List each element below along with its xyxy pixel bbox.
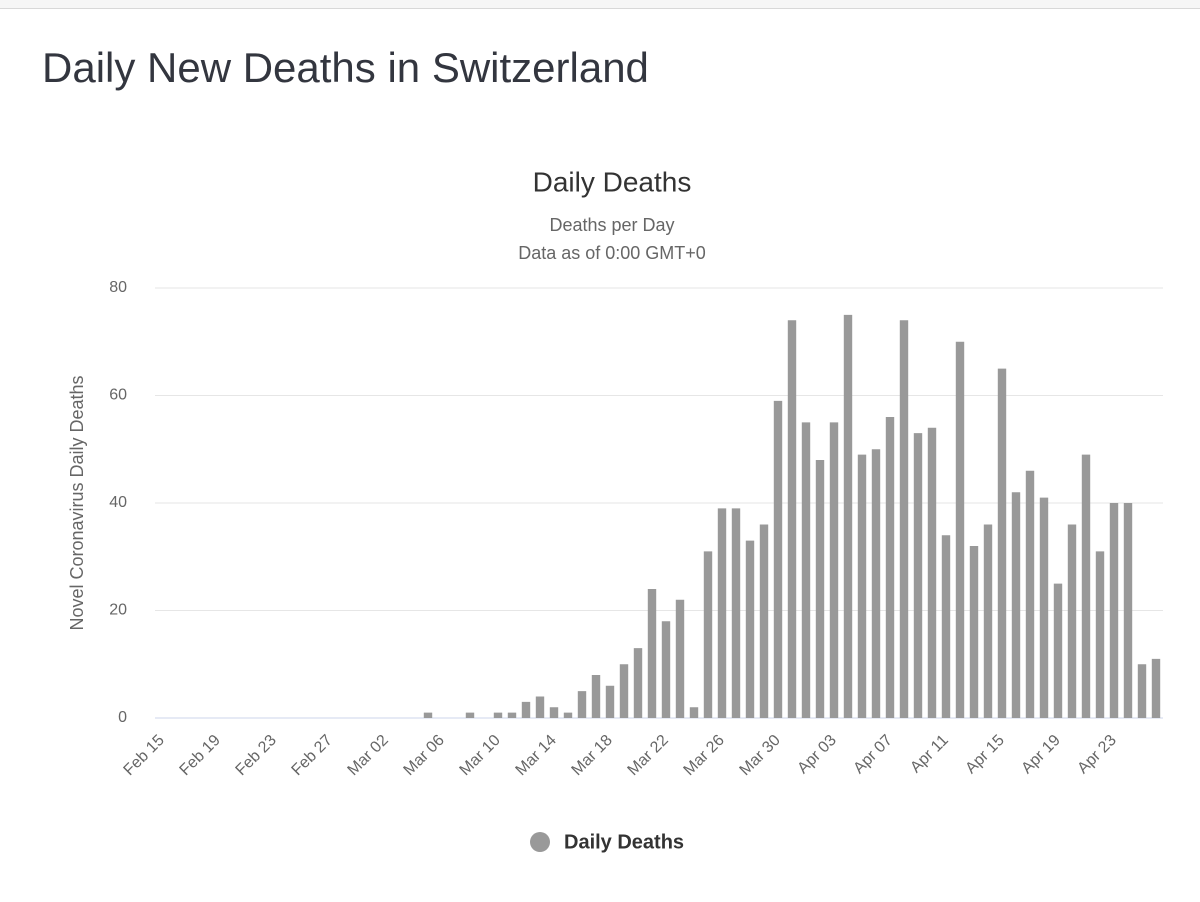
bar — [815, 460, 825, 718]
bar — [717, 508, 727, 718]
y-tick-label: 0 — [118, 709, 127, 726]
y-tick-label: 40 — [109, 494, 127, 511]
y-axis-title: Novel Coronavirus Daily Deaths — [67, 375, 87, 630]
x-tick-label: Feb 19 — [177, 732, 224, 779]
x-tick-label: Mar 10 — [457, 732, 504, 779]
bar — [703, 551, 713, 718]
x-tick-label: Apr 15 — [962, 732, 1007, 777]
bar — [1095, 551, 1105, 718]
browser-bar — [0, 0, 1200, 9]
bar — [1067, 524, 1077, 718]
x-tick-label: Mar 22 — [625, 732, 672, 779]
bar — [1151, 658, 1161, 718]
x-tick-label: Apr 23 — [1074, 732, 1119, 777]
bar — [941, 535, 951, 718]
y-tick-label: 20 — [109, 602, 127, 619]
bar — [969, 546, 979, 718]
legend-marker — [530, 832, 550, 852]
bar — [689, 707, 699, 718]
bar — [829, 422, 839, 718]
chart-subtitle: Data as of 0:00 GMT+0 — [518, 243, 706, 263]
bar — [577, 691, 587, 718]
x-tick-label: Apr 03 — [794, 732, 839, 777]
bar — [1137, 664, 1147, 718]
chart-subtitle: Deaths per Day — [549, 215, 674, 235]
y-tick-label: 80 — [109, 279, 127, 296]
bar — [563, 712, 573, 718]
bar — [731, 508, 741, 718]
bar — [591, 675, 601, 718]
bar — [423, 712, 433, 718]
bar — [997, 368, 1007, 718]
bar — [927, 427, 937, 718]
bar — [647, 589, 657, 718]
x-tick-label: Mar 26 — [681, 732, 728, 779]
bar — [857, 454, 867, 718]
bar — [675, 599, 685, 718]
x-tick-label: Mar 14 — [513, 732, 560, 779]
bar — [1109, 503, 1119, 718]
bar — [773, 400, 783, 718]
bar — [745, 540, 755, 718]
bar — [465, 712, 475, 718]
bar — [619, 664, 629, 718]
bar — [1039, 497, 1049, 718]
bar — [871, 449, 881, 718]
x-tick-label: Mar 30 — [737, 732, 784, 779]
x-tick-label: Apr 19 — [1018, 732, 1063, 777]
bar — [899, 320, 909, 718]
chart-title: Daily Deaths — [533, 166, 692, 197]
bar — [605, 685, 615, 718]
x-tick-label: Mar 02 — [345, 732, 392, 779]
page-title: Daily New Deaths in Switzerland — [42, 44, 649, 91]
bar — [633, 648, 643, 718]
x-tick-label: Apr 07 — [850, 732, 895, 777]
y-tick-label: 60 — [109, 387, 127, 404]
bar — [955, 341, 965, 718]
x-tick-label: Feb 15 — [121, 732, 168, 779]
bar — [1025, 470, 1035, 718]
bar — [913, 433, 923, 718]
bar — [759, 524, 769, 718]
bar — [843, 314, 853, 718]
bar — [983, 524, 993, 718]
bar — [885, 417, 895, 718]
x-tick-label: Mar 18 — [569, 732, 616, 779]
bar — [787, 320, 797, 718]
bar — [493, 712, 503, 718]
x-tick-label: Mar 06 — [401, 732, 448, 779]
bar — [661, 621, 671, 718]
x-tick-label: Apr 11 — [907, 732, 952, 777]
bar — [1053, 583, 1063, 718]
bar — [801, 422, 811, 718]
bar — [549, 707, 559, 718]
bar — [1011, 492, 1021, 718]
x-tick-label: Feb 23 — [233, 732, 280, 779]
legend-label: Daily Deaths — [564, 831, 684, 853]
bar — [535, 696, 545, 718]
x-tick-label: Feb 27 — [289, 732, 336, 779]
bar — [1123, 503, 1133, 718]
bar — [507, 712, 517, 718]
bar — [521, 701, 531, 718]
bar — [1081, 454, 1091, 718]
